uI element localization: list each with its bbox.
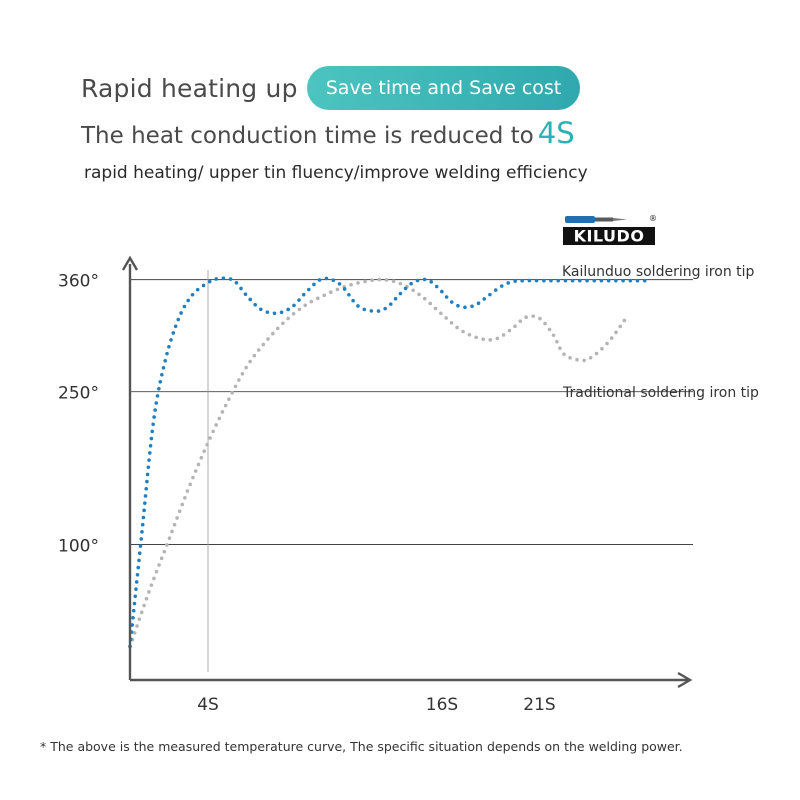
x-tick-label: 16S (426, 695, 458, 715)
soldering-iron-icon: KILUDO ® (563, 214, 657, 246)
series-kailunduo-line (128, 276, 649, 649)
brand-name: KILUDO (574, 227, 645, 246)
brand-logo: KILUDO ® (563, 213, 661, 247)
x-axis-arrow (677, 671, 693, 689)
y-tick-label: 100° (58, 537, 99, 557)
subheadline: The heat conduction time is reduced to 4S (81, 116, 575, 150)
save-cost-badge: Save time and Save cost (307, 66, 580, 110)
registered-mark: ® (649, 214, 657, 223)
x-tick-label: 21S (523, 695, 555, 715)
series-traditional-line (128, 277, 630, 649)
y-tick-label: 250° (58, 384, 99, 404)
subhead-text: The heat conduction time is reduced to (81, 123, 534, 149)
x-tick-label: 4S (197, 695, 219, 715)
headline-row: Rapid heating up (81, 66, 298, 110)
series-traditional-label: Traditional soldering iron tip (562, 385, 759, 401)
y-axis-arrow (121, 255, 139, 271)
headline: Rapid heating up (81, 73, 298, 103)
footnote: * The above is the measured temperature … (40, 739, 683, 754)
y-tick-label: 360° (58, 272, 99, 292)
tagline: rapid heating/ upper tin fluency/improve… (84, 163, 588, 183)
series-kailunduo-label: Kailunduo soldering iron tip (562, 264, 755, 280)
subhead-accent: 4S (537, 116, 575, 150)
